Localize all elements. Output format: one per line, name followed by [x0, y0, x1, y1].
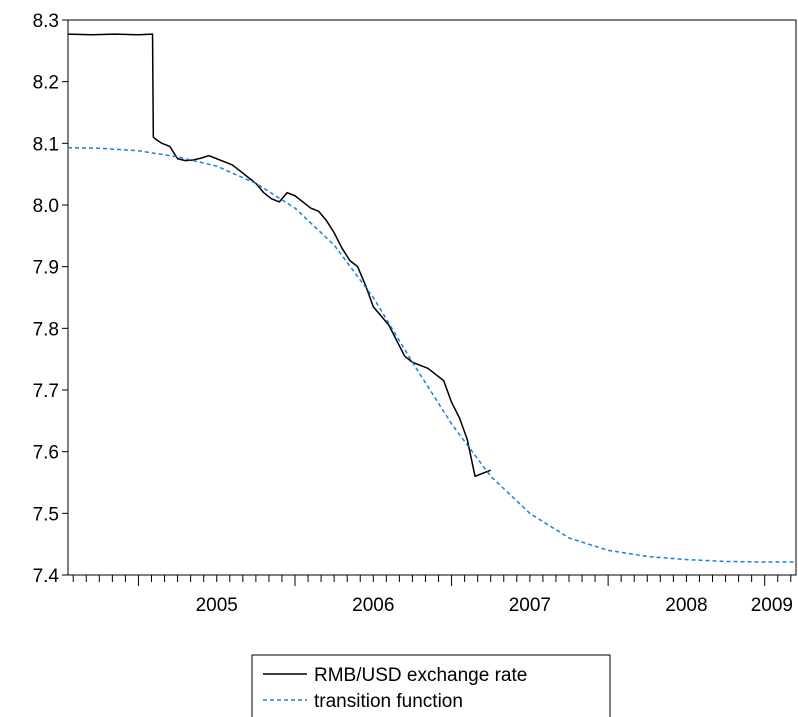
- transition-function-line: [67, 146, 796, 563]
- x-tick-label: 2006: [352, 595, 394, 616]
- legend-box: [251, 654, 611, 717]
- y-tick-label: 8.2: [33, 73, 59, 94]
- y-tick-label: 8.1: [33, 134, 59, 155]
- legend: RMB/USD exchange rate transition functio…: [251, 654, 611, 717]
- plot-frame: [67, 19, 797, 576]
- x-tick-label: 2009: [751, 595, 793, 616]
- y-tick-label: 8.0: [33, 196, 59, 217]
- x-axis: 2005 2006 2007 2008 2009: [72, 575, 793, 616]
- exchange-rate-line: [67, 33, 491, 478]
- y-tick-label: 7.4: [33, 566, 60, 587]
- y-tick-label: 8.3: [33, 11, 59, 32]
- y-axis: 7.4 7.5 7.6 7.7 7.8 7.9 8.0 8.1 8.2 8.3: [33, 11, 68, 587]
- series-layer: [67, 33, 796, 563]
- y-tick-label: 7.8: [33, 319, 59, 340]
- y-tick-label: 7.5: [33, 504, 59, 525]
- plot-area: 7.47.57.67.77.87.98.08.18.28.3 2005 2006 2…: [33, 11, 797, 616]
- x-tick-label: 2007: [509, 595, 551, 616]
- y-tick-label: 7.9: [33, 258, 59, 279]
- legend-label-exchange-rate: RMB/USD exchange rate: [314, 665, 527, 686]
- legend-label-transition-function: transition function: [314, 691, 463, 712]
- x-tick-label: 2008: [665, 595, 707, 616]
- x-tick-label: 2005: [196, 595, 238, 616]
- y-tick-label: 7.7: [33, 381, 59, 402]
- y-tick-label: 7.6: [33, 443, 59, 464]
